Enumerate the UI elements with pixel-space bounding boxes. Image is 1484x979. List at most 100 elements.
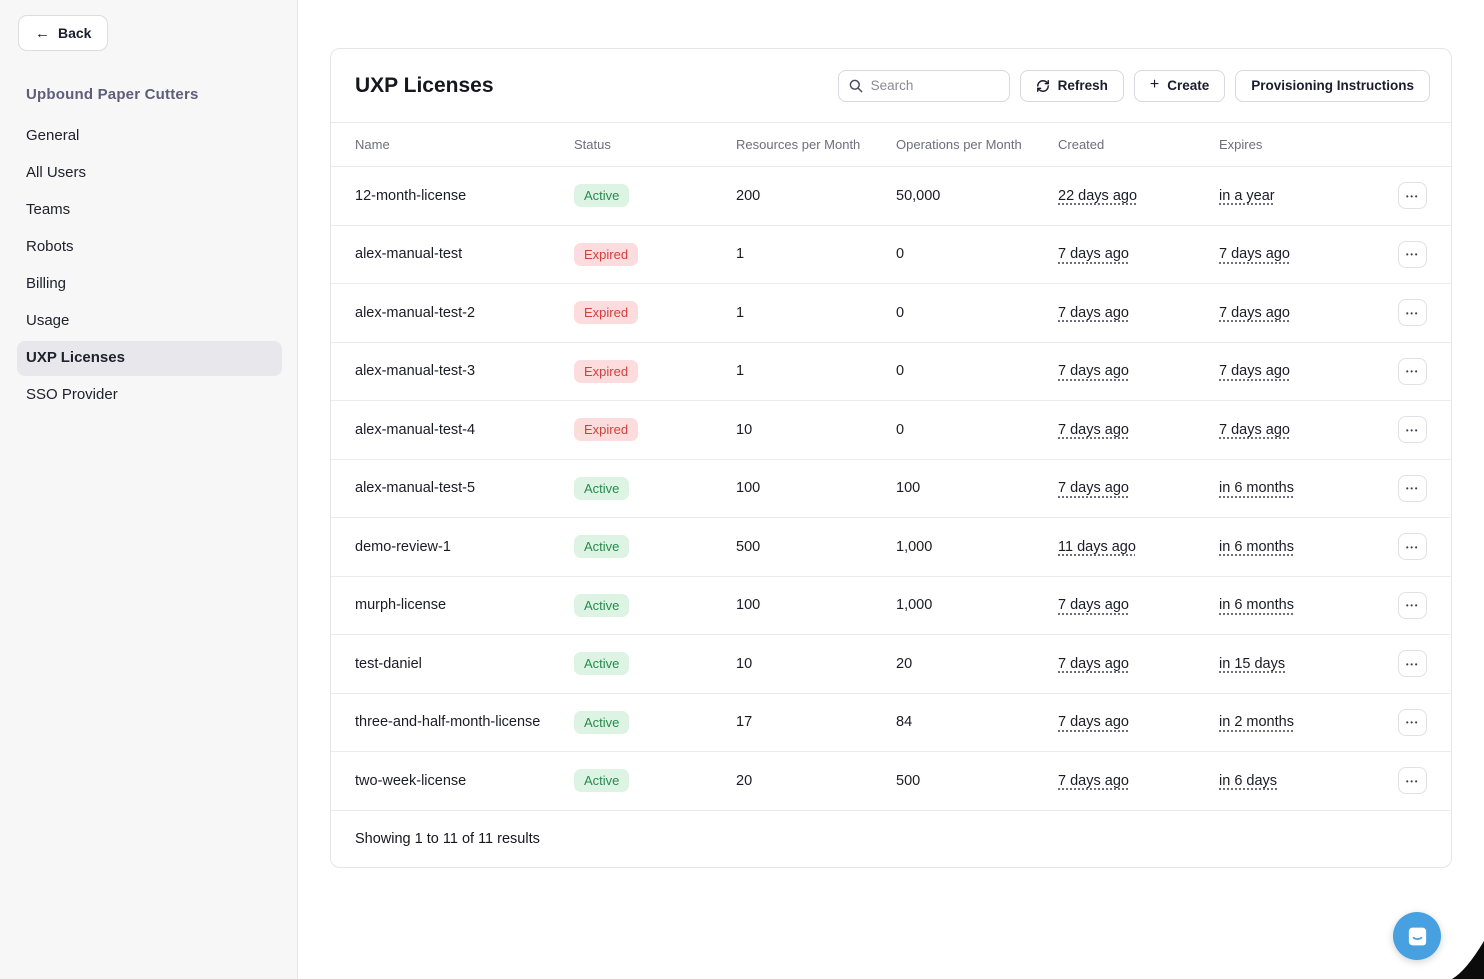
status-badge: Active (574, 184, 630, 208)
ellipsis-icon: ••• (1405, 601, 1420, 611)
row-actions-button[interactable]: ••• (1398, 182, 1427, 210)
created-date[interactable]: 22 days ago (1058, 187, 1138, 204)
chat-widget-button[interactable] (1393, 912, 1441, 960)
page-title: UXP Licenses (355, 73, 494, 97)
sidebar-item-label: All Users (26, 164, 87, 181)
row-actions-button[interactable]: ••• (1398, 533, 1427, 561)
row-actions-button[interactable]: ••• (1398, 591, 1427, 619)
created-date[interactable]: 7 days ago (1058, 480, 1129, 497)
row-actions-button[interactable]: ••• (1398, 357, 1427, 385)
expires-date[interactable]: 7 days ago (1219, 304, 1290, 321)
row-actions-button[interactable]: ••• (1398, 474, 1427, 502)
operations-per-month: 500 (896, 772, 921, 789)
column-header-resources: Resources per Month (736, 137, 861, 152)
table-body: 12-month-license Active 200 50,000 22 da… (331, 167, 1451, 811)
card-header: UXP Licenses Refresh + Cr (331, 49, 1451, 123)
license-name: alex-manual-test-5 (355, 480, 476, 497)
status-badge: Expired (574, 301, 639, 325)
resources-per-month: 1 (736, 363, 745, 380)
license-name: alex-manual-test-4 (355, 421, 476, 438)
expires-date[interactable]: 7 days ago (1219, 421, 1290, 438)
license-name: three-and-half-month-license (355, 714, 541, 731)
resources-per-month: 1 (736, 246, 745, 263)
operations-per-month: 0 (896, 246, 905, 263)
table-row: alex-manual-test-5 Active 100 100 7 days… (331, 460, 1451, 518)
operations-per-month: 0 (896, 421, 905, 438)
sidebar-item-label: Robots (26, 238, 74, 255)
created-date[interactable]: 7 days ago (1058, 597, 1129, 614)
table-row: demo-review-1 Active 500 1,000 11 days a… (331, 518, 1451, 577)
toolbar: Refresh + Create Provisioning Instructio… (837, 69, 1430, 102)
sidebar-item-sso-provider[interactable]: SSO Provider (17, 378, 282, 413)
column-header-created: Created (1058, 137, 1105, 152)
sidebar-nav: General All Users Teams Robots Billing U… (0, 119, 297, 413)
row-actions-button[interactable]: ••• (1398, 767, 1427, 795)
resources-per-month: 200 (736, 187, 761, 204)
expires-date[interactable]: 7 days ago (1219, 363, 1290, 380)
status-badge: Active (574, 769, 630, 793)
sidebar-item-teams[interactable]: Teams (17, 193, 282, 228)
search-input[interactable] (837, 69, 1010, 102)
resources-per-month: 10 (736, 421, 753, 438)
table-row: murph-license Active 100 1,000 7 days ag… (331, 577, 1451, 635)
status-badge: Active (574, 652, 630, 676)
org-name: Upbound Paper Cutters (26, 86, 199, 103)
created-date[interactable]: 11 days ago (1058, 538, 1136, 555)
resources-per-month: 100 (736, 480, 761, 497)
sidebar-item-all-users[interactable]: All Users (17, 156, 282, 191)
row-actions-button[interactable]: ••• (1398, 708, 1427, 736)
expires-date[interactable]: in 6 months (1219, 480, 1294, 497)
ellipsis-icon: ••• (1405, 542, 1420, 552)
operations-per-month: 100 (896, 480, 921, 497)
back-button[interactable]: ← Back (18, 15, 109, 51)
status-badge: Expired (574, 418, 639, 442)
status-badge: Expired (574, 242, 639, 266)
created-date[interactable]: 7 days ago (1058, 363, 1129, 380)
sidebar-item-uxp-licenses[interactable]: UXP Licenses (17, 341, 282, 376)
license-name: alex-manual-test-3 (355, 363, 476, 380)
table-row: alex-manual-test Expired 1 0 7 days ago … (331, 226, 1451, 284)
expires-date[interactable]: in 15 days (1219, 655, 1286, 672)
provisioning-instructions-button[interactable]: Provisioning Instructions (1235, 69, 1430, 102)
table-row: alex-manual-test-3 Expired 1 0 7 days ag… (331, 343, 1451, 401)
resources-per-month: 10 (736, 655, 753, 672)
sidebar-item-general[interactable]: General (17, 119, 282, 154)
create-button[interactable]: + Create (1133, 69, 1226, 102)
row-actions-button[interactable]: ••• (1398, 416, 1427, 444)
column-header-name: Name (355, 137, 390, 152)
sidebar-item-label: General (26, 127, 80, 144)
column-header-operations: Operations per Month (896, 137, 1022, 152)
expires-date[interactable]: in 6 months (1219, 597, 1294, 614)
created-date[interactable]: 7 days ago (1058, 421, 1129, 438)
table-row: alex-manual-test-2 Expired 1 0 7 days ag… (331, 284, 1451, 343)
expires-date[interactable]: 7 days ago (1219, 246, 1290, 263)
created-date[interactable]: 7 days ago (1058, 772, 1129, 789)
sidebar-item-usage[interactable]: Usage (17, 304, 282, 339)
expires-date[interactable]: in 2 months (1219, 714, 1294, 731)
operations-per-month: 84 (896, 714, 913, 731)
created-date[interactable]: 7 days ago (1058, 714, 1129, 731)
resources-per-month: 500 (736, 538, 761, 555)
ellipsis-icon: ••• (1405, 425, 1420, 435)
expires-date[interactable]: in 6 months (1219, 538, 1294, 555)
ellipsis-icon: ••• (1405, 776, 1420, 786)
row-actions-button[interactable]: ••• (1398, 240, 1427, 268)
license-name: test-daniel (355, 655, 422, 672)
ellipsis-icon: ••• (1405, 250, 1420, 260)
expires-date[interactable]: in a year (1219, 187, 1275, 204)
created-date[interactable]: 7 days ago (1058, 304, 1129, 321)
sidebar-item-label: UXP Licenses (26, 349, 125, 366)
sidebar-item-label: SSO Provider (26, 386, 118, 403)
sidebar-item-billing[interactable]: Billing (17, 267, 282, 302)
ellipsis-icon: ••• (1405, 191, 1420, 201)
created-date[interactable]: 7 days ago (1058, 246, 1129, 263)
ellipsis-icon: ••• (1405, 659, 1420, 669)
sidebar-item-robots[interactable]: Robots (17, 230, 282, 265)
search-wrap (837, 69, 1010, 102)
row-actions-button[interactable]: ••• (1398, 650, 1427, 678)
expires-date[interactable]: in 6 days (1219, 772, 1278, 789)
refresh-button[interactable]: Refresh (1019, 69, 1124, 102)
row-actions-button[interactable]: ••• (1398, 299, 1427, 327)
operations-per-month: 0 (896, 363, 905, 380)
created-date[interactable]: 7 days ago (1058, 655, 1129, 672)
